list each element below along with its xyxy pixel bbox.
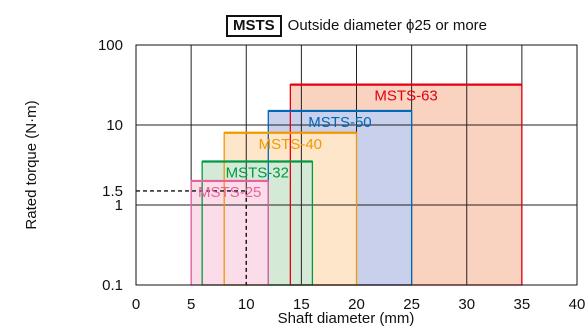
- series-fill-msts-25: [191, 180, 269, 285]
- series-label-msts-50: MSTS-50: [308, 114, 371, 131]
- series-label-msts-63: MSTS-63: [374, 88, 437, 105]
- x-tick-label-0: 0: [132, 296, 140, 313]
- y-axis-label: Rated torque (N·m): [23, 100, 40, 229]
- series-label-msts-25: MSTS-25: [198, 184, 261, 201]
- series-fills: [191, 84, 522, 286]
- x-tick-label-25: 25: [403, 296, 420, 313]
- x-axis-label: Shaft diameter (mm): [278, 310, 415, 327]
- plot-frame-group: [135, 44, 578, 286]
- x-tick-label-5: 5: [187, 296, 195, 313]
- series-label-msts-32: MSTS-32: [226, 164, 289, 181]
- x-tick-label-30: 30: [458, 296, 475, 313]
- x-tick-label-35: 35: [514, 296, 531, 313]
- y-tick-label-0-1: 0.1: [102, 277, 123, 294]
- y-tick-label-10: 10: [106, 117, 123, 134]
- reference-lines: [136, 190, 247, 285]
- chart-title: MSTS Outside diameter ϕ25 or more: [136, 15, 577, 37]
- title-badge: MSTS: [226, 15, 282, 37]
- x-tick-label-40: 40: [569, 296, 586, 313]
- x-tick-label-15: 15: [293, 296, 310, 313]
- plot-frame: [135, 44, 578, 286]
- title-text: Outside diameter ϕ25 or more: [287, 17, 487, 34]
- y-tick-label-100: 100: [98, 37, 123, 54]
- y-tick-label-1: 1: [115, 197, 123, 214]
- chart-text-marks: 0 5 10 15 20 25 30 35 40 0.1 11.5 10 100 MSTS-25 MSTS-…: [98, 37, 585, 313]
- series-outlines: [190, 83, 523, 286]
- x-tick-label-20: 20: [348, 296, 365, 313]
- series-label-msts-40: MSTS-40: [259, 136, 322, 153]
- x-tick-label-10: 10: [238, 296, 255, 313]
- y-tick-label-1-5: 1.5: [102, 183, 123, 200]
